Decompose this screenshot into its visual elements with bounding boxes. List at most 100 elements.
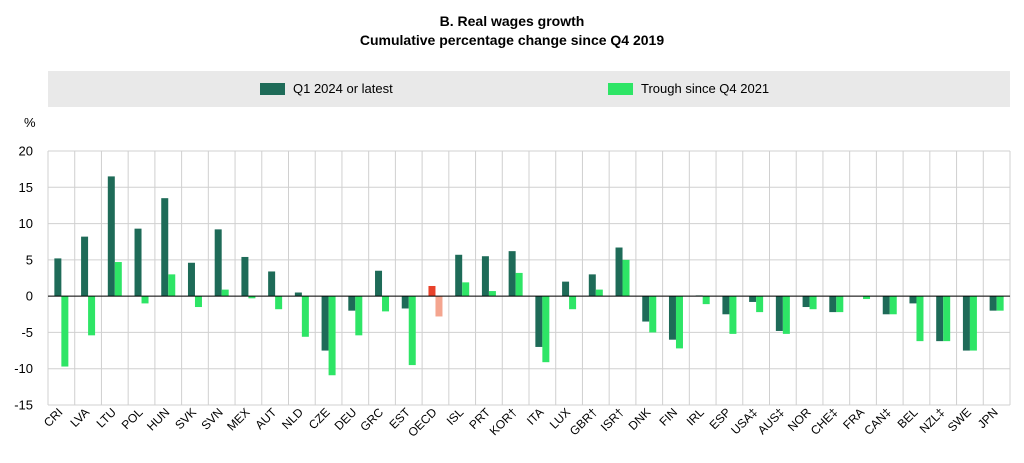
bar-q1-2024	[749, 296, 757, 302]
chart-subtitle: Cumulative percentage change since Q4 20…	[359, 32, 665, 48]
x-tick-label: AUT	[252, 405, 279, 432]
x-tick-label: USA‡	[728, 405, 760, 437]
bar-q1-2024	[81, 236, 89, 297]
x-tick-label: CAN‡	[861, 405, 894, 438]
x-tick-label: ISL	[444, 405, 467, 428]
bar-trough	[328, 296, 336, 376]
chart-title: B. Real wages growth	[439, 13, 585, 29]
bar-trough	[702, 296, 710, 305]
bar-q1-2024	[882, 296, 890, 315]
x-tick-label: POL	[119, 405, 146, 432]
bar-trough	[969, 296, 977, 351]
bar-trough	[996, 296, 1004, 311]
x-tick-label: CHE‡	[808, 405, 841, 438]
legend-swatch-trough	[608, 83, 633, 95]
y-tick-label: 0	[26, 289, 33, 304]
bar-trough	[595, 289, 603, 297]
bar-trough	[382, 296, 390, 312]
bar-trough	[141, 296, 149, 304]
bar-trough	[756, 296, 764, 313]
bar-trough	[194, 296, 202, 308]
x-tick-label: KOR†	[487, 405, 520, 438]
bar-q1-2024	[588, 274, 596, 297]
bar-trough	[355, 296, 363, 336]
x-tick-label: ITA	[524, 405, 546, 427]
bar-trough	[275, 296, 283, 310]
y-tick-label: -10	[14, 361, 33, 376]
bar-q1-2024	[241, 256, 249, 297]
x-tick-label: GBR†	[567, 405, 600, 438]
y-tick-label: -15	[14, 398, 33, 413]
bar-q1-2024	[802, 296, 810, 308]
bar-q1-2024	[375, 270, 383, 297]
x-tick-label: DNK	[626, 405, 654, 433]
bar-trough	[916, 296, 924, 342]
legend-label-trough: Trough since Q4 2021	[641, 81, 770, 96]
x-tick-label: IRL	[684, 405, 707, 428]
bar-trough	[729, 296, 737, 334]
bar-q1-2024	[214, 229, 222, 297]
bar-trough	[889, 296, 897, 315]
bar-q1-2024	[161, 198, 169, 297]
y-tick-label: 5	[26, 252, 33, 267]
x-tick-label: FIN	[657, 405, 681, 429]
x-tick-label: AUS‡	[755, 405, 787, 437]
bar-trough	[248, 296, 256, 299]
bar-q1-2024	[401, 296, 409, 309]
legend-label-q1-2024: Q1 2024 or latest	[293, 81, 393, 96]
bar-q1-2024	[481, 256, 489, 297]
bar-trough	[542, 296, 550, 363]
x-tick-label: JPN	[975, 405, 1001, 431]
x-tick-label: LVA	[68, 405, 93, 430]
x-tick-label: NLD	[279, 405, 306, 432]
bar-q1-2024	[535, 296, 543, 347]
bar-q1-2024	[829, 296, 837, 313]
bar-q1-2024	[107, 176, 115, 297]
x-tick-label: SVN	[198, 405, 225, 432]
y-tick-label: -5	[21, 325, 33, 340]
bar-q1-2024	[321, 296, 329, 351]
x-tick-label: OECD	[405, 405, 440, 440]
bar-q1-2024	[294, 292, 302, 297]
bar-q1-2024	[187, 262, 195, 297]
bar-trough	[435, 296, 443, 317]
bar-trough	[675, 296, 683, 349]
bar-trough	[649, 296, 657, 333]
x-tick-label: GRC	[357, 405, 386, 434]
bar-trough	[569, 296, 577, 310]
x-tick-label: LTU	[94, 405, 119, 430]
bar-q1-2024	[428, 285, 436, 297]
x-tick-label: MEX	[224, 405, 252, 433]
bar-q1-2024	[642, 296, 650, 322]
bar-q1-2024	[909, 296, 917, 304]
x-tick-label: ISR†	[598, 405, 627, 434]
bar-trough	[301, 296, 309, 337]
bar-trough	[782, 296, 790, 334]
y-tick-label: 10	[19, 216, 33, 231]
x-tick-label: DEU	[332, 405, 360, 433]
bar-q1-2024	[962, 296, 970, 351]
bar-trough	[943, 296, 951, 342]
bar-q1-2024	[989, 296, 997, 311]
bar-trough	[515, 272, 523, 297]
bar-q1-2024	[615, 247, 623, 297]
x-tick-label: NZL‡	[917, 405, 948, 436]
x-tick-label: CZE	[306, 405, 333, 432]
bar-q1-2024	[348, 296, 356, 311]
y-tick-label: 15	[19, 180, 33, 195]
bar-trough	[88, 296, 96, 336]
x-tick-label: SVK	[172, 405, 199, 432]
bar-q1-2024	[508, 251, 516, 297]
bar-q1-2024	[134, 228, 142, 297]
x-tick-label: HUN	[144, 405, 172, 433]
bar-trough	[809, 296, 817, 310]
bar-trough	[408, 296, 416, 366]
bar-q1-2024	[722, 296, 730, 315]
bar-trough	[836, 296, 844, 313]
legend-swatch-q1-2024	[260, 83, 285, 95]
bar-q1-2024	[668, 296, 676, 340]
bar-trough	[863, 296, 871, 300]
bar-q1-2024	[455, 254, 463, 297]
y-tick-label: 20	[19, 144, 33, 159]
